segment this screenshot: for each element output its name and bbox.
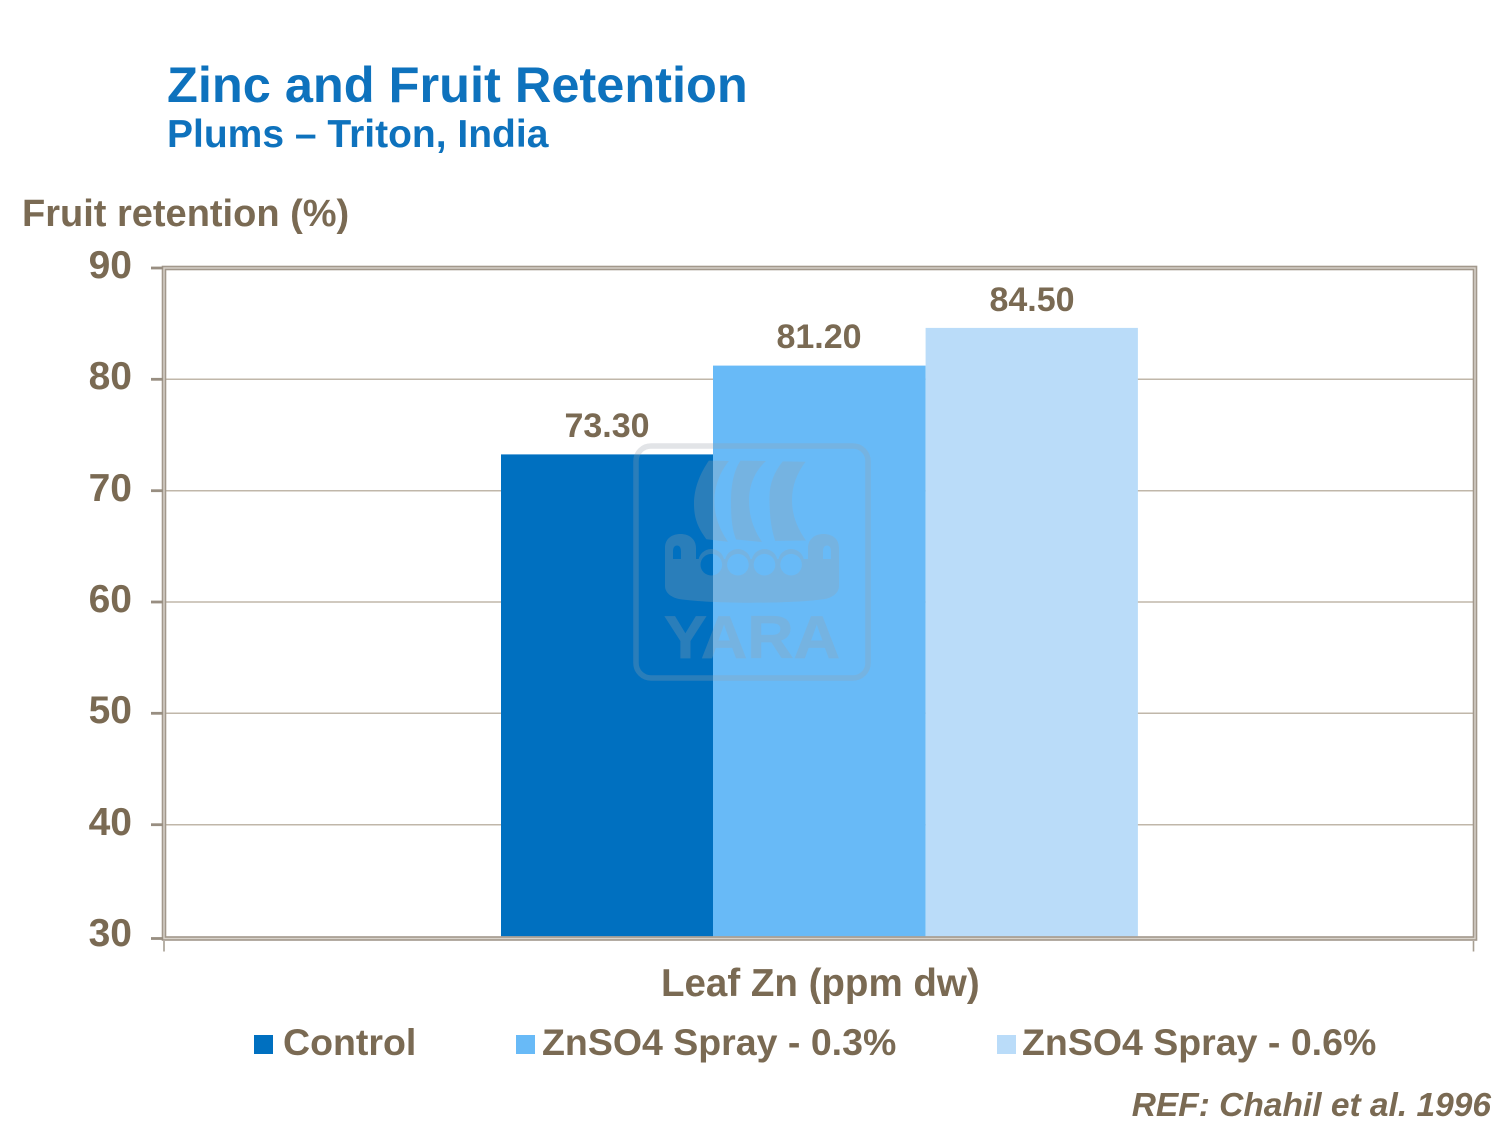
svg-text:YARA: YARA: [664, 604, 840, 671]
